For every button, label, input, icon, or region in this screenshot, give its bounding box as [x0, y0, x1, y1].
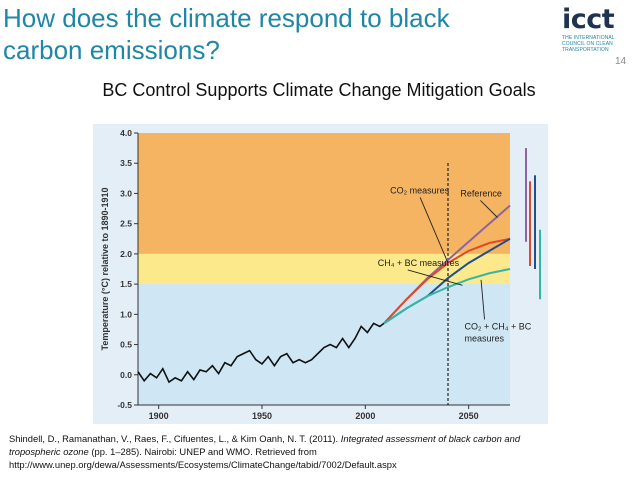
citation-authors: Shindell, D., Ramanathan, V., Raes, F., …: [9, 433, 341, 444]
x-tick-label-2: 2000: [355, 411, 375, 421]
y-tick-label-3: 1.0: [120, 309, 132, 319]
y-tick-label-7: 3.0: [120, 188, 132, 198]
citation: Shindell, D., Ramanathan, V., Raes, F., …: [9, 432, 629, 471]
x-tick-label-1: 1950: [252, 411, 272, 421]
band-0: [138, 133, 510, 254]
logo-tagline: THE INTERNATIONAL COUNCIL ON CLEAN TRANS…: [562, 35, 615, 53]
slide-title: How does the climate respond to black ca…: [3, 3, 450, 65]
slide-subtitle: BC Control Supports Climate Change Mitig…: [102, 80, 536, 100]
series-observed: [137, 322, 385, 384]
annotation-all2: measures: [465, 334, 505, 344]
x-tick-label-0: 1900: [149, 411, 169, 421]
x-tick-label-3: 2050: [459, 411, 479, 421]
annotation-ch4bc: CH₄ + BC measures: [378, 258, 460, 268]
annotation-all1: CO₂ + CH₄ + BC: [465, 321, 532, 331]
y-tick-label-6: 2.5: [120, 219, 132, 229]
page-number: 14: [615, 56, 627, 67]
series-line-3: [383, 268, 511, 325]
logo-wordmark: icct: [562, 4, 615, 35]
annotation-arrow-ch4bc: [407, 269, 463, 286]
y-axis-label: Temperature (°C) relative to 1890-1910: [100, 187, 110, 350]
y-tick-label-2: 0.5: [120, 340, 132, 350]
citation-pages: (pp. 1–285). Nairobi: UNEP and WMO. Retr…: [88, 446, 317, 457]
icct-logo: icct THE INTERNATIONAL COUNCIL ON CLEAN …: [562, 4, 628, 54]
y-tick-label-8: 3.5: [120, 158, 132, 168]
annotation-arrow-co2: [419, 197, 449, 264]
band-2: [138, 284, 510, 405]
y-tick-label-5: 2.0: [120, 249, 132, 259]
annotation-co2: CO₂ measures: [390, 185, 450, 195]
citation-title-part1: Integrated assessment of black carbon an…: [340, 433, 521, 444]
y-tick-label-0: -0.5: [117, 400, 132, 410]
annotation-arrow-ref: [480, 200, 498, 218]
annotation-ref: Reference: [460, 188, 502, 198]
y-tick-label-1: 0.0: [120, 370, 132, 380]
y-tick-label-9: 4.0: [120, 128, 132, 138]
y-tick-label-4: 1.5: [120, 279, 132, 289]
citation-title-part2: tropospheric ozone: [9, 446, 89, 457]
annotation-arrow-all1: [480, 279, 485, 320]
citation-url[interactable]: http://www.unep.org/dewa/Assessments/Eco…: [9, 459, 397, 470]
